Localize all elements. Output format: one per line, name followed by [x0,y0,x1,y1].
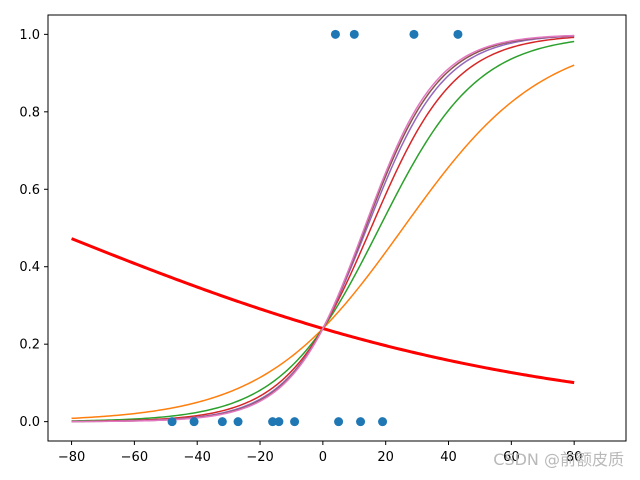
scatter-point-6 [274,417,284,427]
scatter-group [167,29,463,427]
plot-frame [47,14,627,442]
scatter-point-2 [189,417,199,427]
y-tick-label: 0.8 [19,105,40,120]
y-tick-label: 0.6 [19,183,40,198]
curve-line-7 [71,34,575,423]
y-tick-label: 1.0 [19,28,40,43]
scatter-point-10 [378,417,388,427]
plot-background [48,15,626,441]
x-tick-label: 60 [503,450,520,465]
x-axis-ticks: −80 −60 −40 −20 0 20 40 60 80 [58,441,583,465]
scatter-point-3 [217,417,227,427]
x-tick-label: −60 [121,450,148,465]
y-tick-label: 0.2 [19,338,40,353]
scatter-point-7 [290,417,300,427]
x-tick-label: −40 [183,450,210,465]
y-axis-ticks: 0.0 0.2 0.4 0.6 0.8 1.0 [19,28,48,430]
x-tick-label: 40 [440,450,457,465]
scatter-point-11 [330,29,340,39]
scatter-point-8 [334,417,344,427]
y-tick-label: 0.0 [19,415,40,430]
x-tick-label: 0 [319,450,327,465]
scatter-point-14 [453,29,463,39]
curve-group [71,34,575,423]
scatter-point-5 [268,417,278,427]
scatter-point-9 [356,417,366,427]
scatter-point-4 [233,417,243,427]
x-tick-label: −80 [58,450,85,465]
x-tick-label: −20 [246,450,273,465]
x-tick-label: 20 [377,450,394,465]
scatter-point-13 [409,29,419,39]
scatter-point-12 [349,29,359,39]
x-tick-label: 80 [566,450,583,465]
y-tick-label: 0.4 [19,260,40,275]
scatter-point-1 [167,417,177,427]
watermark-text: CSDN @前额皮质 [493,450,624,469]
